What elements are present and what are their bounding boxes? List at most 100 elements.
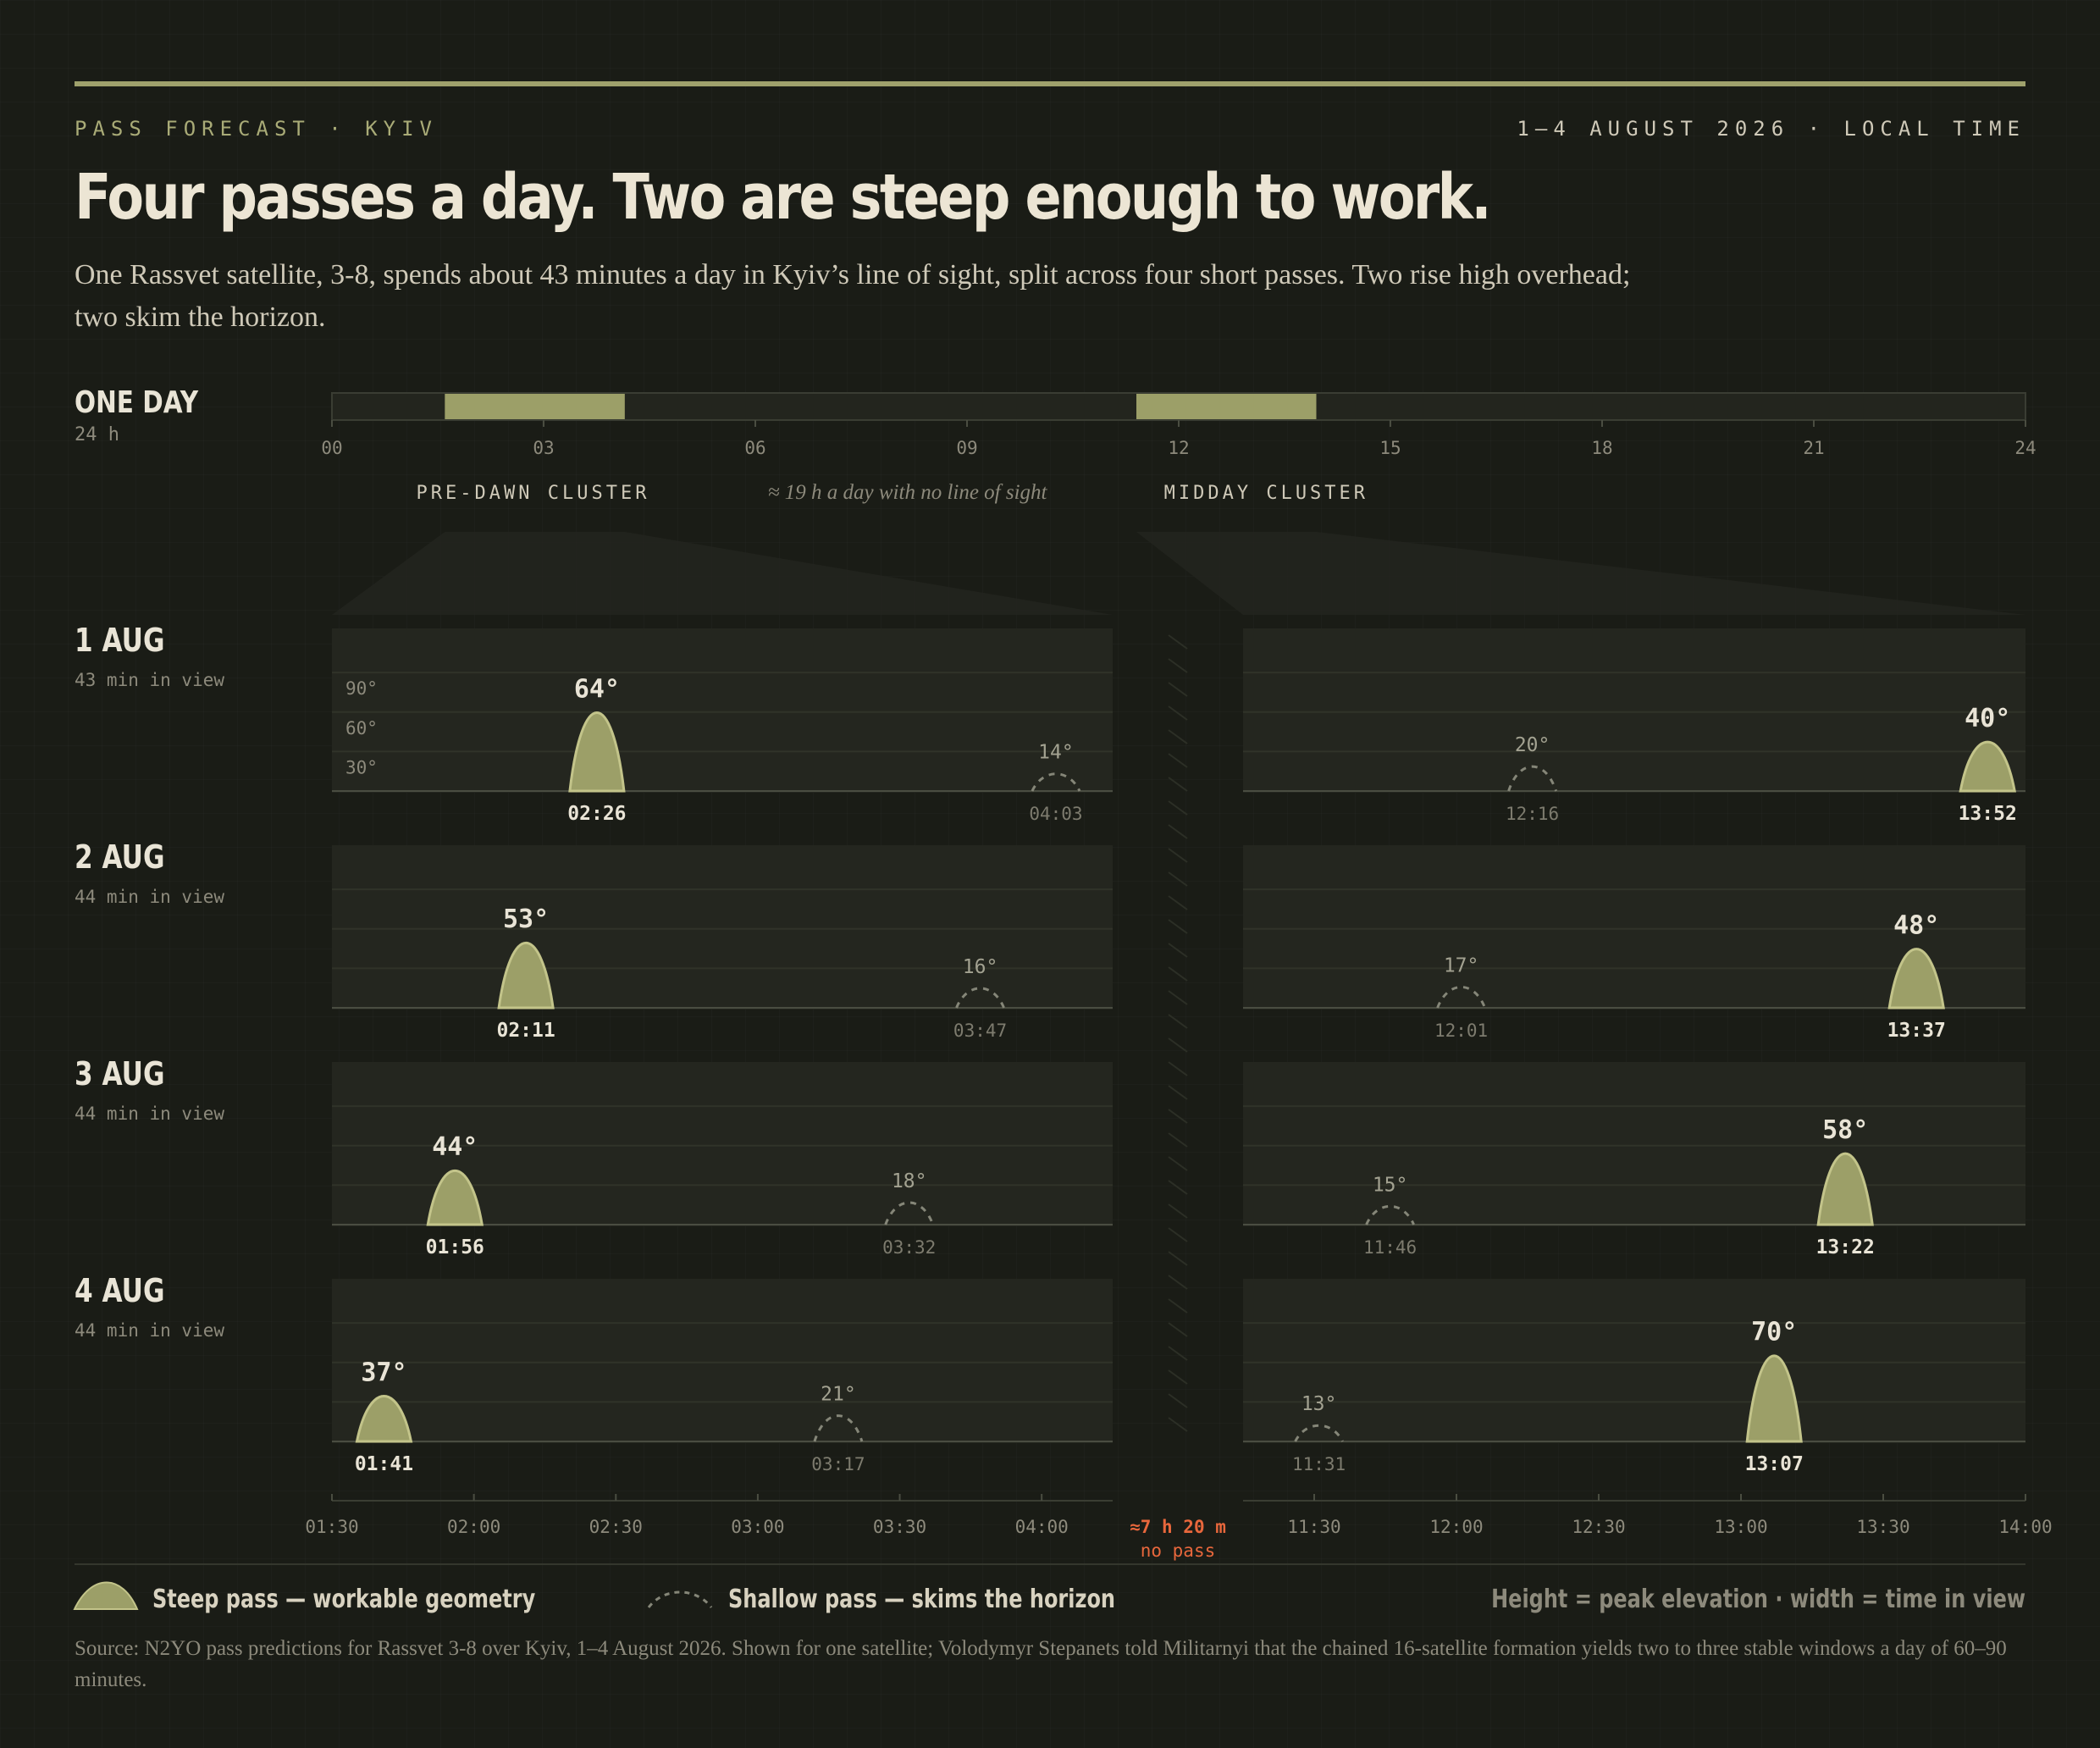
steep-pass-peak-label: 48°: [1893, 910, 1939, 940]
gap-hatch-mark: [1168, 658, 1188, 673]
gap-hatch-mark: [1168, 1085, 1188, 1100]
shallow-pass-peak-label: 16°: [963, 956, 998, 978]
elevation-tick-label: 30°: [345, 757, 378, 777]
shallow-pass-peak-label: 17°: [1444, 954, 1479, 976]
steep-pass-arc: [568, 711, 626, 793]
steep-pass-peak-label: 53°: [503, 904, 549, 934]
time-axis-tick-label: 04:00: [1015, 1517, 1069, 1537]
day-strip-cluster-0: [445, 394, 625, 419]
time-axis-tick-label: 03:30: [873, 1517, 926, 1537]
day-label: 1 AUG: [75, 622, 165, 660]
day-panel-bg: [1243, 628, 2025, 793]
no-sight-annotation: ≈ 19 h a day with no line of sight: [768, 481, 1048, 504]
shallow-pass-time-label: 03:47: [953, 1021, 1007, 1041]
time-axis-tick-label: 11:30: [1287, 1517, 1340, 1537]
shallow-pass-peak-label: 20°: [1515, 734, 1550, 756]
shallow-pass-peak-label: 14°: [1038, 742, 1074, 764]
legend-steep-swatch: [73, 1581, 139, 1610]
shallow-pass-time-label: 11:31: [1292, 1454, 1346, 1474]
time-axis-tick-label: 14:00: [1998, 1517, 2052, 1537]
pre-dawn-cluster-label: PRE-DAWN CLUSTER: [417, 483, 650, 504]
shallow-pass-peak-label: 21°: [821, 1384, 856, 1406]
day-panel-bg: [332, 845, 1113, 1010]
elevation-tick-label: 90°: [345, 678, 378, 699]
time-axis-tick-label: 01:30: [305, 1517, 358, 1537]
legend-encoding-note: Height = peak elevation · width = time i…: [1491, 1585, 2025, 1613]
gap-hatch-mark: [1168, 1251, 1188, 1266]
day-minutes-in-view: 44 min in view: [75, 1104, 224, 1124]
footnote: Source: N2YO pass predictions for Rassve…: [75, 1637, 2007, 1691]
gap-hatch-mark: [1168, 1037, 1188, 1053]
shallow-pass-peak-label: 18°: [892, 1170, 927, 1192]
shallow-pass-arc: [813, 1414, 864, 1442]
gap-hatch-mark: [1168, 753, 1188, 768]
day-strip-tick-label: 24: [2014, 438, 2036, 458]
time-axis-tick-label: 03:00: [731, 1517, 784, 1537]
steep-pass-arc: [355, 1395, 413, 1443]
steep-pass-time-label: 13:07: [1745, 1453, 1804, 1475]
gap-hatch-mark: [1168, 1109, 1188, 1124]
day-label: 3 AUG: [75, 1056, 165, 1093]
day-strip-tick-label: 06: [744, 438, 765, 458]
gap-hatch-mark: [1168, 705, 1188, 721]
shallow-pass-time-label: 11:46: [1363, 1237, 1417, 1258]
top-rule: [75, 81, 2025, 86]
time-axis-tick-label: 13:00: [1714, 1517, 1767, 1537]
gap-no-pass-label: no pass: [1141, 1541, 1216, 1561]
day-strip-tick-label: 21: [1803, 438, 1824, 458]
legend-rule: [75, 1563, 2025, 1565]
gap-hatch-mark: [1168, 682, 1188, 697]
shallow-pass-time-label: 04:03: [1029, 804, 1082, 824]
gap-hatch-mark: [1168, 1275, 1188, 1290]
day-strip-tick-label: 09: [956, 438, 977, 458]
midday-cluster-label: MIDDAY CLUSTER: [1164, 483, 1368, 504]
steep-pass-arc: [1745, 1354, 1803, 1443]
time-axis-tick-label: 02:30: [589, 1517, 643, 1537]
gap-hatch-mark: [1168, 1369, 1188, 1385]
elevation-tick-label: 60°: [345, 718, 378, 738]
legend-shallow-swatch: [647, 1590, 713, 1608]
steep-pass-peak-label: 58°: [1822, 1115, 1868, 1145]
gap-hatch-mark: [1168, 1180, 1188, 1195]
steep-pass-time-label: 01:41: [355, 1453, 413, 1475]
steep-pass-peak-label: 64°: [574, 674, 620, 704]
day-strip-title: ONE DAY: [75, 384, 199, 420]
legend-steep-label: Steep pass — workable geometry: [152, 1585, 535, 1613]
gap-hatch-mark: [1168, 1156, 1188, 1171]
time-axis-tick-label: 12:00: [1429, 1517, 1483, 1537]
steep-pass-arc: [1816, 1152, 1874, 1226]
zoom-connector-pre-dawn: [332, 532, 1113, 615]
gap-duration-label: ≈7 h 20 m: [1130, 1517, 1226, 1537]
day-strip-cluster-1: [1136, 394, 1317, 419]
shallow-pass-time-label: 03:17: [811, 1454, 865, 1474]
kicker-dates: 1–4 AUGUST 2026 · LOCAL TIME: [1517, 117, 2025, 141]
time-axis-tick-label: 12:30: [1572, 1517, 1625, 1537]
deck: One Rassvet satellite, 3-8, spends about…: [75, 259, 1631, 333]
gap-hatch-mark: [1168, 634, 1188, 650]
steep-pass-time-label: 02:26: [567, 803, 626, 825]
gap-hatch-mark: [1168, 943, 1188, 958]
day-minutes-in-view: 44 min in view: [75, 887, 224, 907]
steep-pass-time-label: 13:52: [1959, 803, 2017, 825]
gap-hatch-mark: [1168, 848, 1188, 863]
steep-pass-time-label: 02:11: [496, 1020, 555, 1042]
gap-hatch-mark: [1168, 895, 1188, 910]
gap-hatch-mark: [1168, 729, 1188, 744]
steep-pass-arc: [1887, 948, 1945, 1010]
gap-hatch-mark: [1168, 777, 1188, 792]
shallow-pass-peak-label: 15°: [1373, 1174, 1408, 1196]
day-strip-tick-label: 18: [1591, 438, 1612, 458]
day-strip-tick-label: 03: [533, 438, 554, 458]
steep-pass-time-label: 13:22: [1816, 1236, 1875, 1258]
gap-hatch-mark: [1168, 1322, 1188, 1337]
steep-pass-peak-label: 40°: [1965, 704, 2010, 733]
day-minutes-in-view: 44 min in view: [75, 1320, 224, 1341]
kicker-location: PASS FORECAST · KYIV: [75, 117, 438, 141]
day-panel-bg: [332, 628, 1113, 793]
steep-pass-peak-label: 70°: [1751, 1318, 1797, 1347]
gap-hatch-mark: [1168, 1227, 1188, 1242]
gap-hatch-mark: [1168, 919, 1188, 934]
steep-pass-arc: [497, 941, 555, 1010]
steep-pass-arc: [426, 1170, 484, 1226]
